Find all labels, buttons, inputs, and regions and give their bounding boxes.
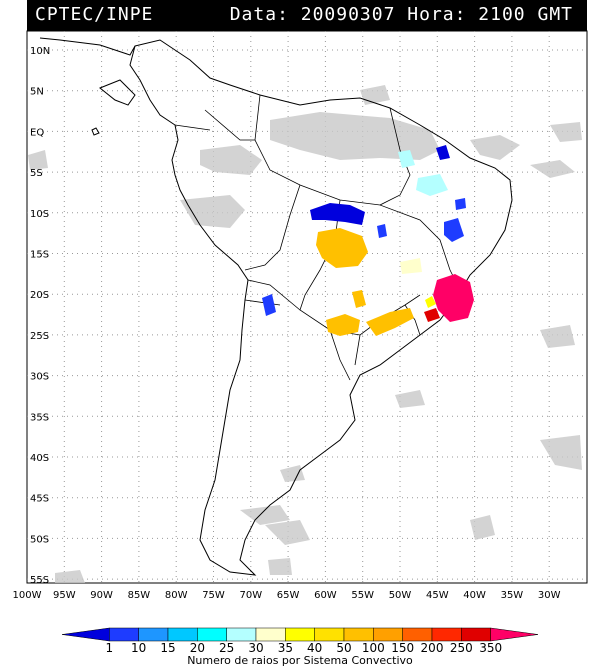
legend-swatch [255,627,286,642]
legend-swatch [431,627,462,642]
cloud-cover [28,85,582,583]
lat-label: 15S [30,250,49,261]
lat-label: 40S [30,453,49,464]
lon-label: 80W [165,590,188,601]
legend-label: 100 [362,641,385,655]
legend-swatch [197,627,227,642]
lon-label: 60W [314,590,337,601]
latitude-labels: 10N 5N EQ 5S 10S 15S 20S 25S 30S 35S 40S 45S 50S 55S [30,46,50,586]
legend-swatch [343,627,374,642]
lat-label: EQ [30,127,44,138]
legend-swatch [138,627,169,642]
legend-swatch [226,627,257,642]
longitude-labels: 100W 95W 90W 85W 80W 75W 70W 65W 60W 55W 50W 45W 40W… [13,590,561,601]
source-label: CPTEC/INPE [35,4,154,25]
legend-labels: 1 10 15 20 25 30 35 40 50 100 150 200 250 350 [106,641,503,655]
legend-label: 35 [278,641,293,655]
lat-label: 5S [30,168,43,179]
legend-swatch [461,627,491,642]
legend-swatch [402,627,433,642]
lon-label: 85W [128,590,151,601]
legend-color-bar [61,627,539,642]
legend-label: 250 [450,641,473,655]
legend-label: 350 [479,641,502,655]
legend-label: 50 [336,641,351,655]
legend-swatch [314,627,345,642]
legend-title: Numero de raios por Sistema Convectivo [187,654,413,667]
lat-label: 35S [30,412,49,423]
legend-swatch [109,627,139,642]
legend-label: 40 [307,641,322,655]
lat-label: 10N [30,46,50,57]
lon-label: 30W [538,590,561,601]
lon-label: 95W [53,590,76,601]
legend-swatch [285,627,315,642]
lat-label: 50S [30,534,49,545]
legend-label: 10 [131,641,146,655]
lon-label: 90W [90,590,113,601]
lon-label: 55W [351,590,374,601]
legend-label: 1 [106,641,114,655]
lon-label: 70W [239,590,262,601]
legend-label: 150 [391,641,414,655]
legend-label: 200 [421,641,444,655]
datetime-label: Data: 20090307 Hora: 2100 GMT [229,4,573,25]
lat-label: 10S [30,209,49,220]
lon-label: 50W [389,590,412,601]
convective-systems [262,145,474,336]
lon-label: 65W [277,590,300,601]
legend-label: 30 [248,641,263,655]
map-frame [26,30,588,584]
lon-label: 75W [202,590,225,601]
lon-label: 100W [13,590,42,601]
lat-label: 20S [30,290,49,301]
lat-label: 30S [30,372,49,383]
lat-label: 45S [30,494,49,505]
lat-label: 55S [30,575,49,586]
coastlines [39,37,513,576]
header-bar: CPTEC/INPE Data: 20090307 Hora: 2100 GMT [27,0,587,31]
legend-swatch [61,627,110,642]
legend-swatch [373,627,403,642]
legend-label: 20 [190,641,205,655]
lon-label: 40W [463,590,486,601]
map-gridlines [27,31,587,583]
lat-label: 25S [30,331,49,342]
legend-swatch [490,627,539,642]
legend-label: 15 [160,641,175,655]
lon-label: 35W [501,590,524,601]
lat-label: 5N [30,87,44,98]
legend-swatch [167,627,198,642]
legend-label: 25 [219,641,234,655]
lon-label: 45W [426,590,449,601]
